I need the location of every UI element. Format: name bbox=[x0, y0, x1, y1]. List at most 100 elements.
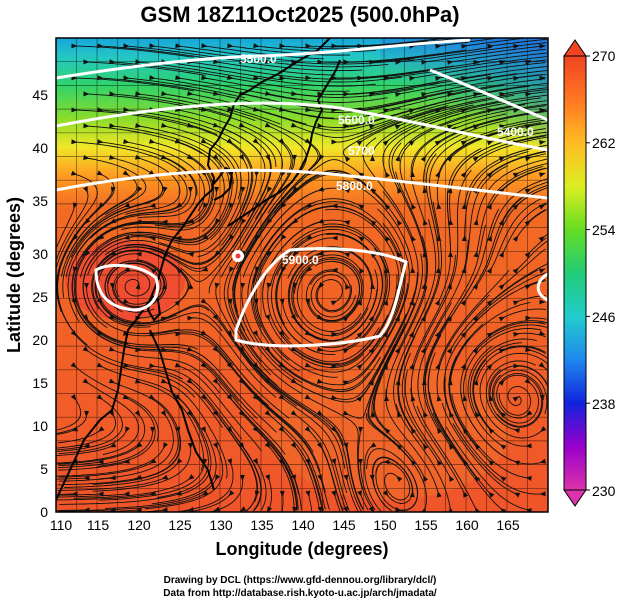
streamline-arrow bbox=[499, 92, 506, 97]
streamline-arrow bbox=[551, 155, 558, 161]
contour-label-5500: 5500.0 bbox=[240, 52, 277, 66]
streamline bbox=[382, 108, 470, 175]
streamline-arrow bbox=[238, 410, 245, 417]
streamline bbox=[190, 61, 310, 79]
streamline-arrow bbox=[149, 75, 156, 81]
streamline bbox=[438, 269, 510, 367]
streamline-arrow bbox=[368, 347, 375, 354]
streamline bbox=[74, 109, 194, 129]
streamline-arrow bbox=[551, 378, 558, 385]
streamline bbox=[417, 302, 452, 415]
streamline bbox=[360, 62, 480, 79]
streamline bbox=[410, 387, 465, 495]
streamline-arrow bbox=[226, 330, 233, 337]
streamline-arrow bbox=[434, 299, 440, 306]
streamline bbox=[502, 202, 547, 255]
streamline bbox=[476, 52, 548, 63]
streamline bbox=[490, 38, 548, 47]
streamline-arrow bbox=[134, 410, 141, 417]
streamline-arrow bbox=[500, 444, 507, 450]
streamline-arrow bbox=[305, 75, 312, 81]
streamline bbox=[476, 189, 542, 287]
streamline-arrow bbox=[109, 59, 116, 65]
streamline-arrow bbox=[279, 490, 285, 497]
streamline bbox=[268, 413, 326, 510]
streamline bbox=[464, 197, 522, 303]
streamline-arrow bbox=[331, 139, 338, 145]
streamline bbox=[87, 239, 191, 276]
streamline bbox=[204, 365, 286, 455]
streamline bbox=[493, 369, 548, 415]
streamline-arrow bbox=[434, 140, 442, 146]
streamline bbox=[438, 38, 496, 47]
streamline-arrows bbox=[70, 43, 558, 512]
streamline-arrow bbox=[420, 315, 426, 322]
streamline bbox=[401, 352, 439, 463]
streamline-arrow bbox=[421, 347, 426, 354]
streamline bbox=[476, 82, 548, 95]
streamline-arrow bbox=[423, 475, 429, 482]
streamline-arrow bbox=[278, 362, 285, 368]
streamline-arrow bbox=[163, 442, 169, 449]
streamline-arrow bbox=[125, 426, 131, 433]
streamline-arrow bbox=[292, 282, 298, 289]
streamline bbox=[450, 103, 547, 127]
streamline-arrow bbox=[498, 379, 505, 386]
streamline-arrow bbox=[446, 155, 453, 162]
streamline bbox=[56, 413, 117, 449]
streamline bbox=[267, 125, 307, 214]
streamline-arrow bbox=[264, 442, 271, 449]
colorbar-body bbox=[563, 55, 587, 491]
streamline-arrow bbox=[539, 299, 546, 305]
y-axis-label: Latitude (degrees) bbox=[4, 197, 24, 353]
streamline-arrow bbox=[108, 378, 116, 384]
streamline-arrow bbox=[472, 315, 479, 322]
streamline-arrow bbox=[254, 170, 260, 177]
streamline-arrow bbox=[108, 410, 114, 417]
streamline-arrow bbox=[448, 219, 454, 226]
streamline-arrow bbox=[290, 410, 297, 416]
streamline-arrow bbox=[342, 316, 349, 322]
streamline bbox=[385, 389, 439, 495]
streamline bbox=[152, 365, 243, 440]
streamline-arrow bbox=[472, 156, 480, 162]
contour-label-5900: 5900.0 bbox=[282, 253, 319, 267]
streamline bbox=[138, 251, 190, 319]
streamline-arrow bbox=[500, 476, 507, 482]
streamline bbox=[410, 286, 452, 399]
streamline bbox=[303, 201, 399, 255]
streamline bbox=[346, 96, 463, 127]
streamline bbox=[178, 109, 277, 167]
streamline-arrow bbox=[498, 348, 506, 354]
streamline bbox=[86, 61, 206, 76]
streamline-arrow bbox=[512, 267, 519, 274]
streamline-arrow bbox=[265, 59, 272, 65]
streamline-arrow bbox=[264, 122, 272, 128]
streamline-arrow bbox=[472, 283, 479, 290]
streamline bbox=[464, 65, 548, 79]
streamline-arrow bbox=[384, 395, 390, 402]
streamline-arrow bbox=[174, 394, 181, 401]
streamline-arrow bbox=[449, 411, 454, 418]
streamline bbox=[100, 141, 198, 196]
streamline-arrow bbox=[265, 474, 270, 481]
streamline-arrow bbox=[83, 507, 90, 512]
streamline-arrow bbox=[186, 154, 194, 160]
streamline-arrow bbox=[512, 172, 520, 178]
colorbar-top-arrow bbox=[563, 39, 587, 57]
contour-label-5700: 5700 bbox=[348, 144, 375, 158]
x-tick-label: 145 bbox=[332, 517, 356, 533]
streamline-arrow bbox=[500, 411, 507, 418]
streamline-arrow bbox=[395, 59, 402, 65]
streamline-arrow bbox=[278, 138, 285, 145]
streamline-arrow bbox=[368, 506, 375, 512]
streamline-arrow bbox=[72, 266, 78, 273]
streamline bbox=[152, 45, 272, 63]
streamline-arrow bbox=[382, 363, 388, 370]
streamline-arrow bbox=[540, 426, 547, 432]
streamline-arrow bbox=[226, 426, 233, 433]
streamline-arrow bbox=[98, 426, 105, 432]
streamline-arrow bbox=[135, 219, 142, 225]
streamline-arrow bbox=[513, 108, 520, 113]
colorbar: 270 262 254 246 238 230 bbox=[563, 39, 616, 507]
